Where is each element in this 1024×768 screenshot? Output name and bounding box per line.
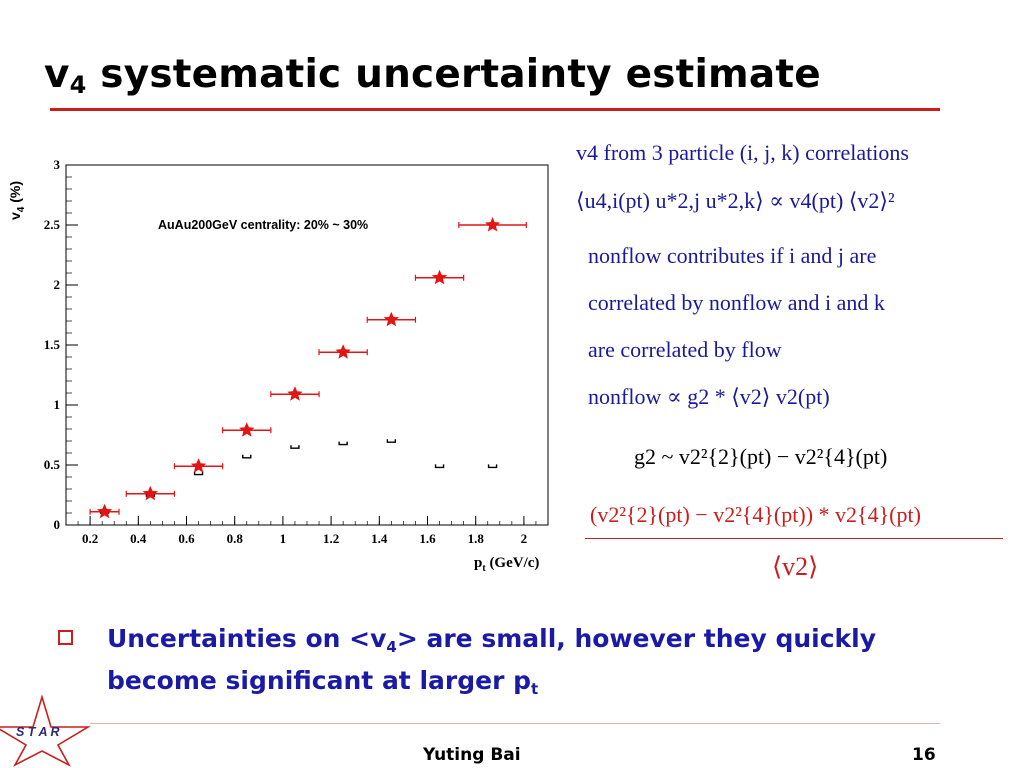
eq-line-1-text: v4 from 3 particle (i, j, k) correlation… (576, 140, 909, 165)
chart-title: AuAu200GeV centrality: 20% ~ 30% (158, 218, 368, 232)
v4-vs-pt-chart: 0.2 0.4 0.6 0.8 1 1.2 1.4 1.6 1.8 2 0 0.5 1 1.5 2 2.5 3… (0, 140, 575, 580)
eq-line-4-text: correlated by nonflow and i and k (588, 290, 885, 315)
x-tick-label: 1.4 (371, 531, 388, 546)
data-point (190, 458, 207, 473)
bullet-text-b: > are small, however they quickly become… (107, 624, 877, 695)
eq-line-3: nonflow contributes if i and j are (588, 243, 876, 269)
systematic-bracket (290, 445, 300, 449)
eq-line-8-num-text: (v2²{2}(pt) − v2²{4}(pt)) * v2{4}(pt) (590, 502, 921, 527)
footer-author: Yuting Bai (423, 745, 521, 765)
eq-line-8-denominator: ⟨v2⟩ (772, 552, 818, 582)
x-tick-label: 0.2 (82, 531, 98, 546)
y-label-v: v (7, 212, 23, 220)
systematic-bracket (338, 441, 348, 446)
chart-canvas (0, 140, 575, 580)
x-tick-label: 0.8 (227, 531, 244, 546)
x-tick-label: 1 (280, 531, 287, 546)
title-v: v (44, 52, 70, 97)
systematic-bracket (193, 471, 204, 476)
eq-line-7-text: g2 ~ v2²{2}(pt) − v2²{4}(pt) (634, 444, 888, 469)
x-tick-label: 1.6 (419, 531, 436, 546)
eq-line-5-text: are correlated by flow (588, 337, 782, 362)
bullet-sub-a: 4 (386, 638, 397, 656)
x-tick-label: 1.2 (323, 531, 339, 546)
star-logo-shape (0, 694, 91, 767)
data-series (89, 217, 527, 519)
y-axis: 0 0.5 1 1.5 2 2.5 3 (44, 157, 78, 532)
x-tick-label: 2 (521, 531, 528, 546)
y-tick-label: 3 (54, 157, 61, 172)
eq-line-7: g2 ~ v2²{2}(pt) − v2²{4}(pt) (634, 444, 887, 470)
fraction-bar (585, 538, 1003, 539)
star-logo-text: S T A R (16, 725, 60, 739)
systematic-bracket (386, 439, 397, 443)
x-tick-label: 1.8 (468, 531, 485, 546)
eq-line-5: are correlated by flow (588, 337, 782, 363)
data-point (142, 485, 158, 501)
eq-line-2: ⟨u4,i(pt) u*2,j u*2,k⟩ ∝ v4(pt) ⟨v2⟩² (576, 188, 895, 214)
bullet-text: Uncertainties on <v4> are small, however… (107, 622, 967, 706)
eq-line-2-text: ⟨u4,i(pt) u*2,j u*2,k⟩ ∝ v4(pt) ⟨v2⟩² (576, 188, 895, 213)
systematic-bracket (487, 464, 498, 469)
footer-page-number: 16 (912, 745, 936, 765)
x-label-unit: (GeV/c) (486, 555, 540, 571)
data-point (335, 344, 351, 359)
x-tick-label: 0.4 (130, 531, 147, 546)
bullet-text-a: Uncertainties on <v (107, 624, 387, 653)
systematic-bracket (434, 464, 445, 469)
title-subscript: 4 (69, 71, 87, 99)
y-tick-label: 2.5 (44, 217, 61, 232)
eq-line-6-text: nonflow ∝ g2 * ⟨v2⟩ v2(pt) (588, 384, 830, 409)
eq-line-1: v4 from 3 particle (i, j, k) correlation… (576, 140, 909, 166)
x-axis-label: pt (GeV/c) (474, 555, 539, 574)
data-point (383, 311, 399, 327)
bullet-square-icon (58, 630, 73, 645)
x-tick-label: 0.6 (178, 531, 195, 546)
bullet-sub-b: t (531, 680, 539, 698)
data-point (485, 217, 501, 232)
y-tick-label: 0.5 (44, 457, 61, 472)
title-rest: systematic uncertainty estimate (86, 52, 821, 97)
data-point (431, 269, 448, 285)
eq-line-8-numerator: (v2²{2}(pt) − v2²{4}(pt)) * v2{4}(pt) (590, 502, 921, 528)
eq-line-6: nonflow ∝ g2 * ⟨v2⟩ v2(pt) (588, 384, 830, 410)
data-point (287, 386, 303, 401)
title-underline (50, 108, 940, 111)
slide-title: v4 systematic uncertainty estimate (44, 52, 821, 99)
y-axis-label: v4 (%) (7, 181, 27, 220)
y-tick-label: 2 (54, 277, 61, 292)
data-point (97, 503, 113, 519)
y-tick-label: 1.5 (44, 337, 61, 352)
y-label-unit: (%) (7, 181, 23, 207)
eq-line-8-den-text: ⟨v2⟩ (772, 552, 819, 581)
x-axis: 0.2 0.4 0.6 0.8 1 1.2 1.4 1.6 1.8 2 (65, 516, 549, 546)
x-label-p: p (474, 555, 482, 571)
y-tick-label: 1 (54, 397, 61, 412)
y-label-sub: 4 (16, 206, 27, 212)
x-label-sub: t (482, 563, 486, 574)
star-logo-icon: S T A R (0, 694, 91, 767)
systematic-bracket (242, 454, 252, 459)
y-tick-label: 0 (54, 517, 61, 532)
data-point (239, 422, 255, 437)
eq-line-3-text: nonflow contributes if i and j are (588, 243, 877, 268)
footer-rule (90, 723, 940, 724)
eq-line-4: correlated by nonflow and i and k (588, 290, 885, 316)
